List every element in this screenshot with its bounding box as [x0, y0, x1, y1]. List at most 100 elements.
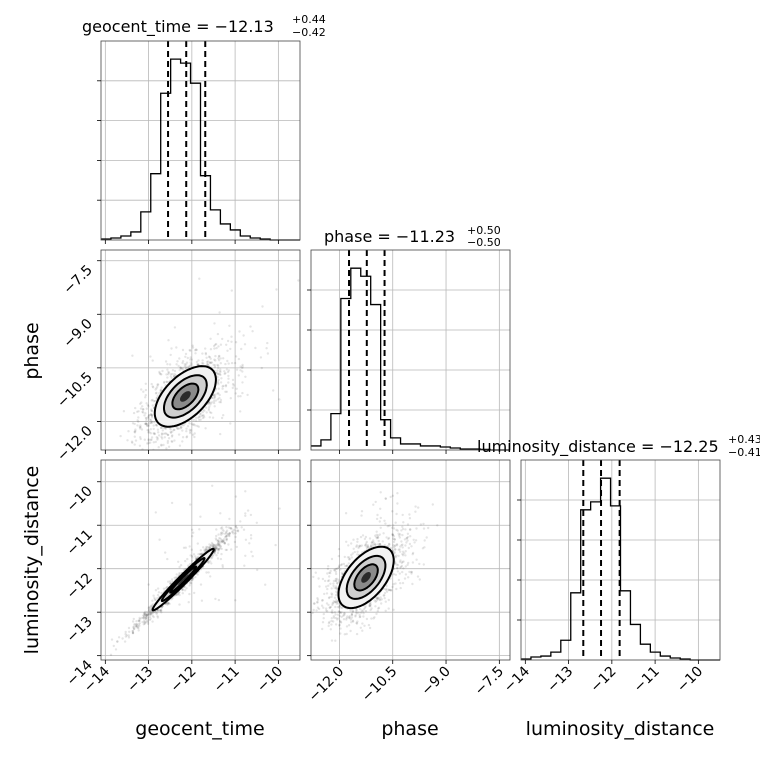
scatter-point — [360, 514, 363, 517]
ylabel-phase: phase — [21, 322, 43, 379]
scatter-point — [150, 409, 153, 412]
scatter-point — [156, 385, 159, 388]
scatter-point — [219, 537, 222, 540]
scatter-point — [392, 546, 396, 549]
scatter-point — [142, 408, 145, 411]
scatter-point — [229, 422, 232, 425]
scatter-point — [373, 543, 377, 547]
scatter-point — [211, 554, 214, 558]
scatter-point — [218, 311, 221, 314]
scatter-point — [216, 547, 219, 551]
scatter-point — [347, 562, 350, 565]
scatter-point — [340, 615, 343, 619]
scatter-point — [376, 513, 379, 517]
scatter-point — [231, 386, 234, 390]
scatter-point — [165, 432, 168, 436]
scatter-point — [224, 390, 227, 393]
scatter-point — [385, 590, 389, 593]
scatter-point — [369, 601, 372, 604]
scatter-point — [228, 517, 231, 521]
scatter-point — [187, 365, 191, 369]
scatter-point — [408, 542, 412, 546]
scatter-point — [356, 553, 359, 556]
scatter-point — [205, 548, 209, 552]
scatter-point — [376, 598, 379, 601]
scatter-point — [147, 612, 150, 615]
scatter-point — [133, 627, 136, 631]
scatter-point — [139, 454, 141, 456]
scatter-point — [416, 575, 420, 578]
scatter-point — [369, 603, 372, 606]
scatter-point — [116, 640, 119, 643]
scatter-point — [221, 565, 224, 569]
scatter-point — [213, 394, 216, 397]
scatter-point — [197, 416, 200, 420]
scatter-point — [205, 360, 209, 364]
scatter-point — [328, 606, 332, 609]
scatter-point — [385, 587, 388, 591]
scatter-point — [188, 584, 191, 587]
scatter-point — [206, 363, 209, 366]
scatter-point — [370, 540, 374, 544]
scatter-point — [197, 363, 200, 366]
scatter-point — [148, 607, 151, 610]
scatter-point — [145, 616, 148, 619]
scatter-point — [219, 371, 222, 374]
scatter-point — [235, 526, 239, 530]
scatter-point — [181, 366, 184, 370]
scatter-point — [211, 556, 214, 559]
scatter-point — [395, 512, 398, 516]
scatter-point — [164, 427, 168, 430]
scatter-point — [160, 426, 163, 429]
scatter-point — [406, 539, 409, 542]
scatter-point — [179, 427, 182, 430]
scatter-point — [337, 565, 341, 569]
scatter-point — [127, 626, 131, 630]
scatter-point — [151, 620, 154, 623]
scatter-point — [207, 560, 210, 564]
scatter-point — [193, 432, 196, 435]
scatter-point — [384, 600, 387, 603]
scatter-point — [355, 621, 358, 625]
scatter-point — [214, 359, 217, 362]
scatter-point — [399, 586, 402, 590]
scatter-point — [168, 363, 172, 366]
scatter-point — [312, 575, 315, 579]
scatter-point — [188, 428, 191, 431]
scatter-point — [229, 527, 232, 530]
scatter-point — [191, 346, 195, 349]
scatter-point — [150, 455, 152, 457]
scatter-point — [376, 609, 379, 613]
scatter-point — [217, 392, 220, 395]
scatter-point — [157, 609, 160, 612]
scatter-point — [213, 358, 216, 361]
scatter-point — [149, 428, 152, 431]
scatter-point — [401, 543, 404, 546]
scatter-point — [127, 430, 130, 433]
scatter-point — [169, 582, 172, 585]
scatter-point — [364, 605, 367, 608]
scatter-point — [170, 501, 174, 505]
scatter-point — [358, 613, 361, 617]
scatter-point — [188, 545, 191, 548]
scatter-point — [409, 528, 412, 531]
scatter-point — [391, 533, 394, 536]
scatter-point — [375, 537, 379, 540]
scatter-point — [372, 617, 375, 620]
scatter-point — [137, 452, 139, 454]
scatter-point — [243, 343, 247, 346]
scatter-point — [400, 564, 404, 568]
scatter-point — [142, 617, 145, 620]
scatter-point — [406, 563, 409, 567]
scatter-point — [133, 430, 136, 433]
scatter-point — [178, 571, 181, 575]
scatter-point — [403, 538, 407, 541]
scatter-point — [214, 393, 217, 396]
scatter-point — [192, 553, 196, 556]
scatter-point — [160, 432, 164, 435]
scatter-point — [345, 618, 348, 621]
scatter-point — [166, 557, 169, 561]
scatter-point — [163, 436, 166, 439]
scatter-point — [356, 620, 359, 623]
scatter-point — [401, 513, 404, 517]
